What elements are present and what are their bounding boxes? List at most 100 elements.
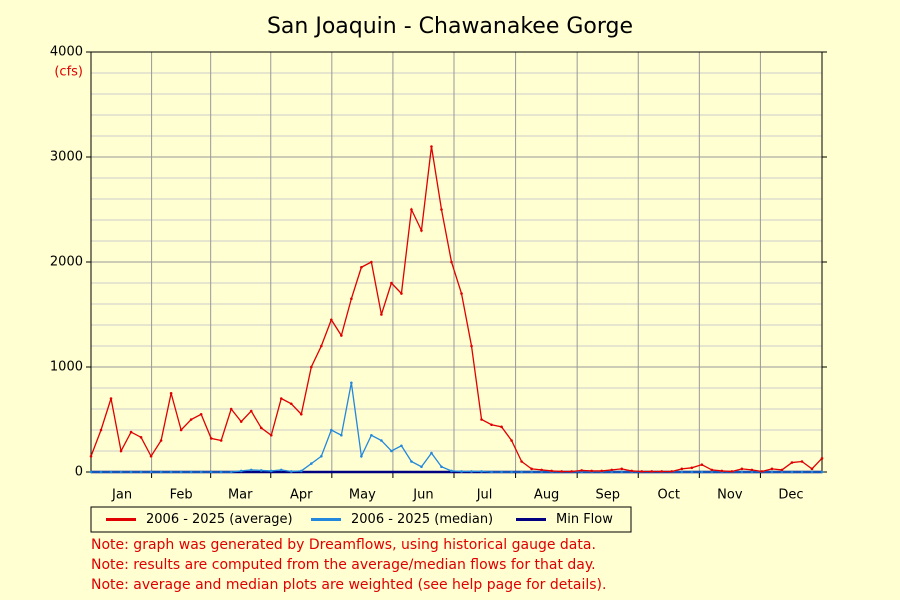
series-point [610, 468, 614, 472]
legend-label: 2006 - 2025 (median) [351, 512, 493, 527]
series-point [289, 470, 293, 473]
series-point [690, 470, 694, 474]
series-point [700, 463, 704, 466]
series-point [340, 433, 343, 437]
series-point [209, 470, 213, 474]
series-point [470, 344, 473, 348]
series-point [380, 439, 383, 442]
series-point [750, 470, 754, 474]
series-point [400, 444, 403, 448]
series-point [289, 402, 293, 406]
series-point [209, 437, 213, 440]
series-point [139, 436, 143, 439]
series-point [500, 425, 503, 429]
y-tick-label: 4000 [50, 45, 83, 60]
series-point [269, 469, 273, 473]
series-line [91, 382, 822, 473]
series-point [460, 470, 463, 473]
series-point [760, 470, 764, 473]
series-point [730, 470, 734, 473]
series-point [660, 470, 664, 473]
series-point [139, 470, 143, 474]
series-point [390, 449, 393, 453]
series-point [340, 334, 343, 337]
series-point [239, 420, 243, 423]
series-point [540, 468, 543, 472]
series-point [169, 470, 173, 474]
series-point [820, 470, 824, 474]
series-point [279, 468, 283, 472]
series-point [670, 470, 674, 473]
series-point [119, 449, 123, 453]
series-point [800, 460, 804, 463]
series-point [380, 313, 383, 316]
series-point [219, 439, 223, 442]
series-point [249, 468, 253, 472]
series-point [420, 465, 423, 469]
series-point [610, 470, 614, 474]
series-point [410, 208, 413, 211]
series-point [330, 428, 333, 432]
series-point [259, 426, 263, 430]
series-point [89, 470, 93, 474]
chart-title: San Joaquin - Chawanakee Gorge [267, 14, 633, 39]
y-tick-label: 1000 [50, 360, 83, 375]
series-point [550, 469, 553, 473]
series-point [680, 467, 684, 471]
series-point [310, 365, 313, 369]
series-point [770, 470, 774, 474]
series-point [510, 470, 513, 474]
series-point [189, 418, 193, 421]
series-point [450, 469, 453, 473]
series-point [700, 470, 704, 474]
series-point [169, 391, 173, 395]
note: Note: graph was generated by Dreamflows,… [91, 537, 596, 553]
series-point [530, 470, 533, 474]
x-tick-label: Jun [412, 488, 433, 503]
series-point [109, 397, 113, 400]
series-point [159, 439, 163, 442]
series-point [330, 318, 333, 322]
note: Note: average and median plots are weigh… [91, 577, 606, 593]
series-point [490, 470, 493, 474]
series-point [299, 469, 303, 473]
series-line [90, 146, 823, 473]
series-point [440, 465, 443, 469]
series-point [770, 467, 774, 471]
series-point [710, 468, 714, 472]
series-point [530, 467, 533, 471]
series-point [460, 292, 463, 295]
series-point [310, 462, 313, 465]
series-point [149, 454, 153, 458]
legend-box [90, 506, 632, 533]
series-point [680, 470, 684, 474]
series-point [239, 469, 243, 473]
series-point [259, 469, 263, 472]
series-point [800, 470, 804, 474]
series-point [229, 470, 233, 474]
series-point [790, 470, 794, 474]
series-point [430, 451, 433, 455]
series-point [820, 457, 824, 460]
series-point [189, 470, 193, 474]
series-point [350, 381, 353, 385]
series-point [299, 412, 303, 416]
y-tick-label: 3000 [50, 150, 83, 165]
series-point [410, 460, 413, 463]
y-tick-label: 0 [75, 465, 83, 480]
series-point [179, 470, 183, 474]
series-point [640, 470, 644, 473]
series-point [320, 344, 323, 348]
series-point [810, 467, 814, 471]
series-point [149, 470, 153, 474]
x-tick-label: May [349, 488, 376, 503]
series-point [490, 423, 493, 427]
series-point [620, 470, 624, 474]
series-point [430, 145, 433, 148]
series-point [650, 470, 654, 473]
series-point [219, 470, 223, 474]
y-tick-label: 2000 [50, 255, 83, 270]
x-tick-label: Apr [290, 488, 313, 503]
series-point [109, 470, 113, 474]
